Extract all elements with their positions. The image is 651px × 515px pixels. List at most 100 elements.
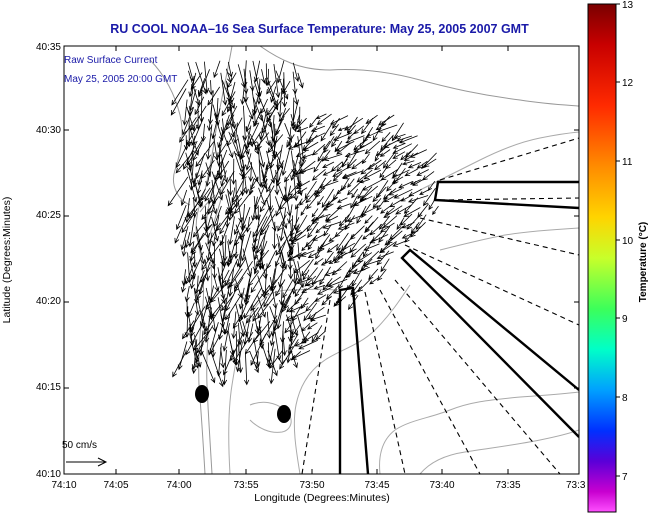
current-vector [318,240,335,249]
current-vector [307,132,326,142]
current-vector [319,266,331,286]
current-vector [279,339,299,370]
current-vector [313,284,326,290]
current-vector [400,194,413,202]
current-vector [225,114,235,131]
current-vector [250,262,271,294]
current-vector [182,320,195,340]
current-vector [286,297,302,313]
current-vector [221,294,235,312]
bathymetry-contour-4 [419,429,579,474]
current-vector [187,302,195,318]
current-vector [337,126,349,132]
current-vector [377,269,387,282]
current-vector [272,221,278,250]
current-vector [243,96,254,120]
current-vector [353,141,373,153]
current-vector [188,135,196,169]
current-vector [336,158,348,173]
current-vector [332,167,348,177]
current-vector [392,143,412,154]
current-vector [259,185,275,213]
current-vector [195,141,215,168]
current-vector [294,339,309,347]
current-vector [379,149,391,157]
current-vector [228,216,235,246]
colorbar [587,3,617,513]
current-vector [322,221,341,229]
current-vector [301,242,310,252]
current-vector [266,80,277,95]
current-vector [220,347,226,369]
current-vector [332,172,343,182]
current-vector [432,205,439,216]
current-vector [275,279,286,297]
y-axis-ticks: 40:35 40:30 40:25 40:20 40:15 40:10 [36,42,61,480]
current-vector [393,188,413,199]
current-vector [307,239,315,251]
bathymetry-contour-3 [379,391,579,474]
current-vector [188,215,195,248]
current-vector [251,196,258,222]
current-vector [317,150,325,162]
current-vector [294,114,300,130]
current-vector [357,187,365,200]
current-vector [241,167,252,180]
current-vector [218,158,224,181]
current-vector [214,113,224,142]
current-vector [369,277,379,285]
current-vector [181,269,187,287]
current-vector [281,331,287,357]
current-vector [391,169,410,179]
current-vector [233,122,239,144]
current-vector [205,152,215,187]
current-vector [253,109,262,128]
current-vector [404,168,418,177]
current-vector [279,195,292,211]
current-vector [230,123,236,139]
cb-tick-8: 8 [622,393,628,404]
current-vector [398,135,418,144]
current-vector [277,87,283,118]
current-vector [401,222,415,229]
current-vector [288,231,303,242]
x-tick-2: 74:00 [166,480,191,491]
scale-arrow [66,457,108,467]
current-vector [287,339,293,356]
current-vector [207,97,213,132]
current-vector [351,188,359,199]
current-vector [365,114,378,125]
current-vector [396,217,405,230]
current-vector [204,61,210,94]
x-tick-5: 73:45 [364,480,389,491]
current-vector [326,243,339,253]
current-vector [310,213,331,222]
current-vector [175,204,187,231]
current-vector [228,268,243,288]
current-vector [182,107,194,136]
x-tick-3: 73:55 [233,480,258,491]
current-vector [380,134,394,151]
current-vector [210,297,228,318]
current-vector [342,170,363,180]
current-vector [200,187,211,201]
current-vector [332,133,349,141]
current-vector [350,195,358,209]
current-vector [221,269,230,285]
current-vector [301,285,314,294]
current-vector [273,64,281,99]
current-vector [265,68,271,87]
current-vector [407,162,422,169]
current-vector [352,266,370,275]
current-vector [328,234,339,242]
current-vector [188,314,194,333]
current-vector [336,242,356,254]
y-tick-3: 40:20 [36,296,61,307]
current-vector [361,117,374,135]
current-vector [284,320,295,334]
current-vector [220,170,227,187]
current-vector [275,70,289,100]
current-vector [241,207,251,230]
current-vector [378,226,391,243]
current-vector [407,195,429,203]
